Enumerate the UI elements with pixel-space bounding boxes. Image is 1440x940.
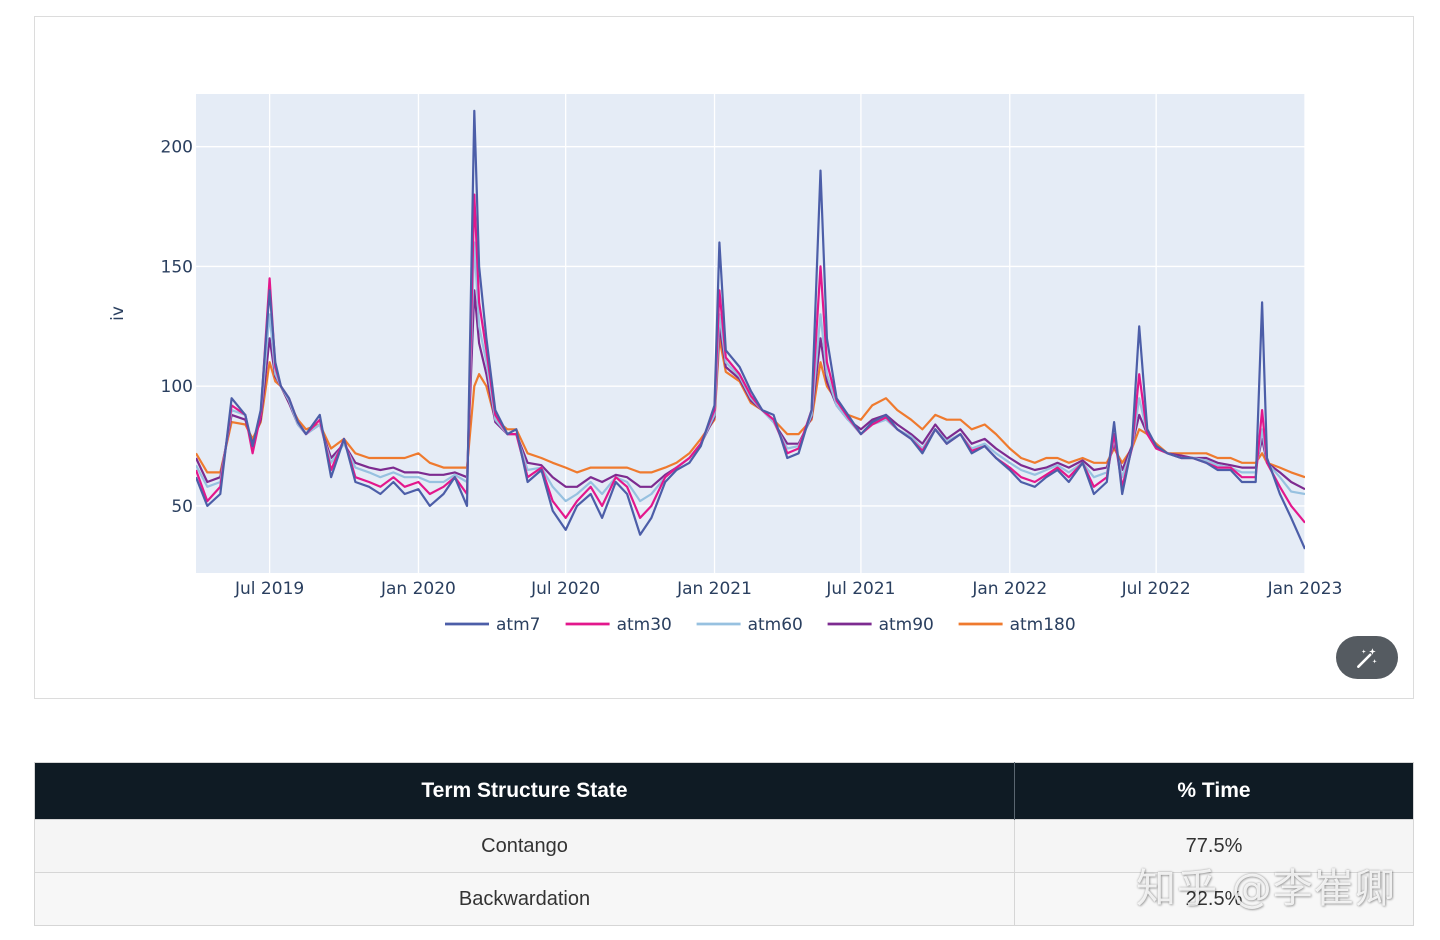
table-row: Contango 77.5% xyxy=(34,819,1414,873)
chart-card: 50 100 150 200 Jul 2019 Jan 2020 Jul 2020 Jan 2… xyxy=(34,16,1414,699)
table-header-row: Term Structure State % Time xyxy=(34,762,1414,820)
y-tick-label: 200 xyxy=(161,138,193,158)
state-cell: Contango xyxy=(34,819,1015,873)
legend-label-atm180: atm180 xyxy=(1010,615,1076,635)
series-line-atm180 xyxy=(196,337,1305,479)
magic-wand-icon xyxy=(1357,647,1377,668)
legend-label-atm90: atm90 xyxy=(879,615,934,635)
x-tick-label: Jul 2021 xyxy=(825,579,895,599)
y-tick-label: 50 xyxy=(171,497,193,517)
x-tick-label: Jul 2022 xyxy=(1121,579,1191,599)
x-tick-label: Jan 2022 xyxy=(971,579,1047,599)
iv-term-structure-chart: 50 100 150 200 Jul 2019 Jan 2020 Jul 2020 Jan 2… xyxy=(108,94,1343,635)
series-line-atm60 xyxy=(196,241,1305,503)
y-tick-label: 100 xyxy=(161,377,193,397)
x-tick-label: Jul 2019 xyxy=(234,579,304,599)
header-term-structure-state: Term Structure State xyxy=(34,762,1015,820)
magic-wand-button[interactable] xyxy=(1336,636,1398,679)
legend-label-atm60: atm60 xyxy=(748,615,803,635)
y-tick-label: 150 xyxy=(161,257,193,277)
x-tick-label: Jan 2020 xyxy=(380,579,456,599)
x-tick-label: Jan 2021 xyxy=(676,579,752,599)
header-percent-time: % Time xyxy=(1014,762,1414,820)
term-structure-table: Term Structure State % Time Contango 77.… xyxy=(34,762,1414,926)
x-tick-label: Jul 2020 xyxy=(530,579,600,599)
series-line-atm90 xyxy=(196,289,1305,491)
legend-label-atm7: atm7 xyxy=(496,615,540,635)
percent-cell: 77.5% xyxy=(1014,819,1414,873)
y-axis-title: iv xyxy=(108,306,128,321)
series-line-atm7 xyxy=(196,109,1305,550)
percent-cell: 22.5% xyxy=(1014,872,1414,926)
table-row: Backwardation 22.5% xyxy=(34,872,1414,926)
x-tick-label: Jan 2023 xyxy=(1267,579,1343,599)
legend-label-atm30: atm30 xyxy=(617,615,672,635)
state-cell: Backwardation xyxy=(34,872,1015,926)
